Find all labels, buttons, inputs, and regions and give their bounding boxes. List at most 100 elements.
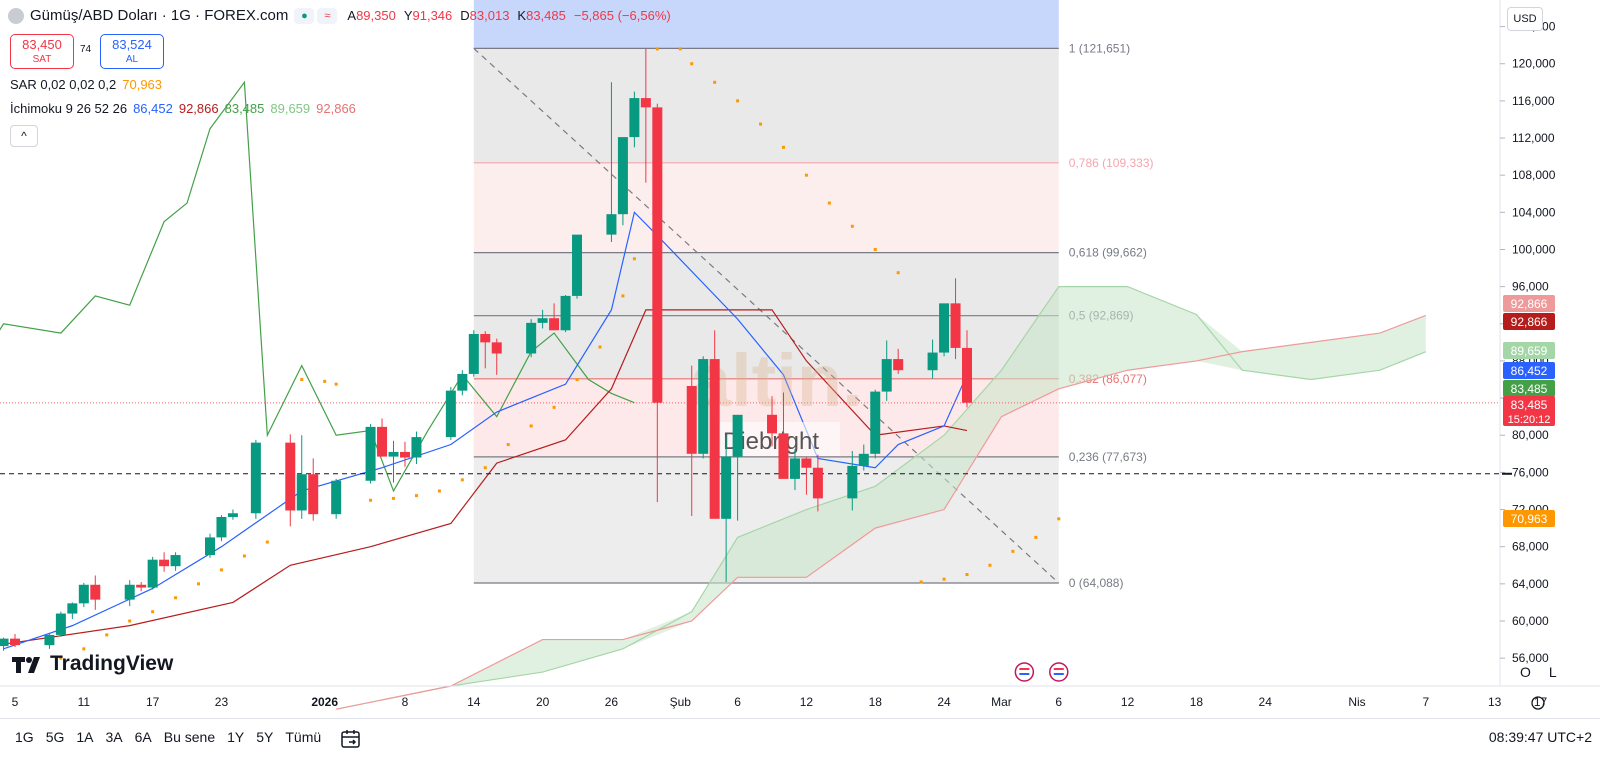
sar-dot (437, 489, 441, 493)
sar-dot (1057, 517, 1061, 521)
candle-body (962, 347, 973, 403)
candle-body (10, 638, 20, 646)
x-tick-label: Nis (1348, 695, 1365, 709)
candle (939, 303, 950, 357)
silver-symbol-icon (8, 7, 24, 24)
range-1g[interactable]: 1G (15, 729, 34, 745)
x-tick-label: 6 (1055, 695, 1062, 709)
event-icon (1049, 662, 1069, 682)
candle (652, 103, 663, 503)
auto-scale-toggle[interactable]: L (1548, 664, 1557, 680)
log-scale-toggle[interactable]: O (1520, 664, 1531, 680)
x-tick-label: 11 (78, 695, 91, 709)
range-all[interactable]: Tümü (285, 729, 322, 745)
buy-button[interactable]: 83,524 AL (100, 34, 164, 69)
price-tag: 92,866 (1503, 313, 1555, 330)
clock[interactable]: 08:39:47 UTC+2 (1488, 729, 1592, 745)
candle-body (227, 513, 238, 517)
price-tag: 70,963 (1503, 510, 1555, 527)
sar-legend[interactable]: SAR 0,02 0,02 0,2 70,963 (10, 77, 163, 92)
price-tag-label: 86,452 (1511, 364, 1548, 378)
senkou-span-b (336, 314, 1427, 710)
range-5y[interactable]: 5Y (256, 729, 274, 745)
candle-body (927, 352, 938, 371)
sar-dot (197, 582, 201, 586)
candle (698, 356, 709, 459)
price-tag-bg (1503, 313, 1555, 330)
candle-body (847, 465, 858, 499)
candle-body (893, 359, 904, 371)
sell-label: SAT (32, 53, 52, 65)
sar-dot (1034, 535, 1038, 539)
candle-body (652, 107, 663, 403)
candle (560, 294, 571, 333)
market-open-icon[interactable]: ● (294, 7, 315, 24)
price-tag-label: 89,659 (1511, 344, 1548, 358)
settings-icon (1531, 696, 1545, 710)
candle-body (44, 634, 55, 646)
x-tick-label: 6 (734, 695, 741, 709)
fib-label-1: 1 (121,651) (1069, 41, 1130, 55)
candle (296, 435, 307, 519)
sar-dot (896, 271, 900, 275)
collapse-legend-button[interactable]: ^ (10, 125, 38, 147)
bottom-toolbar: 1G 5G 1A 3A 6A Bu sene 1Y 5Y Tümü 08:39:… (0, 718, 1600, 767)
candle-body (939, 303, 950, 353)
x-tick-label: Şub (670, 695, 692, 709)
range-ytd[interactable]: Bu sene (163, 729, 216, 745)
range-3a[interactable]: 3A (105, 729, 123, 745)
countdown-label: 15:20:12 (1508, 414, 1551, 426)
candle (927, 339, 938, 379)
candle (377, 418, 388, 457)
range-1y[interactable]: 1Y (227, 729, 245, 745)
candle-body (686, 386, 697, 454)
sar-dot (827, 201, 831, 205)
ichimoku-legend[interactable]: İchimoku 9 26 52 26 86,452 92,866 83,485… (10, 101, 356, 116)
fib-zone (473, 162, 1059, 253)
sar-dot (265, 540, 269, 544)
x-tick-label: 14 (467, 695, 481, 709)
candle-body (698, 359, 709, 454)
senkou-span-a (336, 286, 1427, 710)
range-1a[interactable]: 1A (76, 729, 94, 745)
sell-button[interactable]: 83,450 SAT (10, 34, 74, 69)
candle-body (881, 359, 892, 392)
candle-body (537, 318, 548, 323)
currency-selector[interactable]: USD (1507, 7, 1543, 31)
candle (147, 556, 158, 590)
fib-zone (473, 315, 1059, 379)
candle-body (204, 537, 215, 556)
candle-body (812, 467, 823, 499)
candle (136, 581, 147, 592)
price-chart[interactable]: 1 (121,651) 0,786 (109,333) 0,618 (99,662)… (0, 0, 1600, 718)
candle (457, 370, 468, 396)
range-6a[interactable]: 6A (134, 729, 152, 745)
candle-body (732, 414, 743, 457)
fib-zone (473, 48, 1059, 163)
symbol-title[interactable]: Gümüş/ABD Doları · 1G · FOREX.com (30, 7, 289, 24)
status-pills[interactable]: ● ≈ (294, 7, 338, 24)
candle-body (0, 638, 9, 647)
sar-dot (323, 379, 327, 383)
y-tick-label: 64,000 (1512, 577, 1549, 591)
candle-body (468, 333, 479, 374)
price-tag-label: 70,963 (1511, 512, 1548, 526)
candle-body (778, 433, 789, 479)
candle (365, 424, 376, 484)
compare-icon[interactable]: ≈ (317, 7, 338, 24)
range-5g[interactable]: 5G (45, 729, 65, 745)
buy-price: 83,524 (112, 36, 152, 52)
candle (549, 303, 560, 331)
y-tick-label: 60,000 (1512, 614, 1549, 628)
fib-top-zone (473, 0, 1059, 49)
y-tick-label: 56,000 (1512, 651, 1549, 665)
sar-dot (460, 478, 464, 482)
x-tick-label: 23 (215, 695, 229, 709)
price-tag-bg (1503, 380, 1555, 397)
candle (216, 515, 227, 542)
x-tick-label: 7 (1422, 695, 1429, 709)
fib-label-0,786: 0,786 (109,333) (1069, 156, 1154, 170)
candle-body (90, 584, 101, 600)
calendar-icon[interactable] (340, 728, 362, 750)
x-tick-label: 18 (1190, 695, 1204, 709)
